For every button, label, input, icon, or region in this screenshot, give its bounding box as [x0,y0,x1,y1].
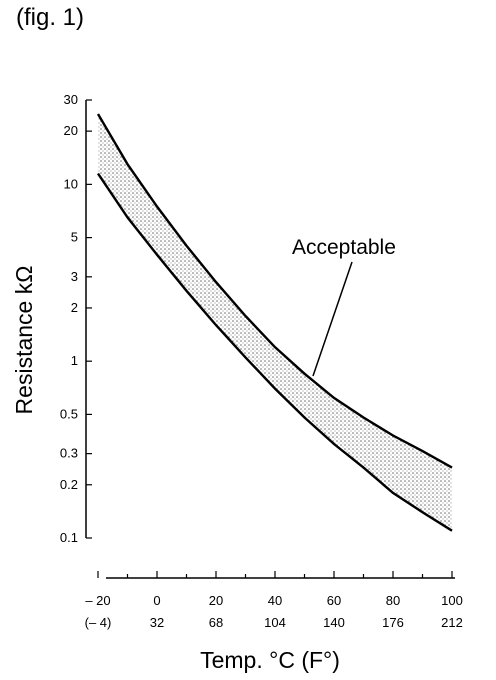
x-tick-label-fahrenheit: 68 [209,615,223,630]
y-tick-label: 0.3 [60,446,78,461]
y-tick-label: 2 [71,300,78,315]
lower-limit-curve [97,172,453,532]
y-tick-label: 0.2 [60,477,78,492]
acceptable-band [98,114,452,531]
acceptable-leader-line [312,261,353,377]
y-tick-label: 30 [64,92,78,107]
acceptable-label: Acceptable [292,236,396,259]
x-axis-ticks: – 20 (– 4) 0 32 20 68 40 104 60 140 80 176 100 212 [85,571,463,630]
upper-limit-curve [96,113,453,469]
x-tick-label-fahrenheit: 104 [264,615,286,630]
x-tick-label-celsius: 0 [153,593,160,608]
x-tick-label-celsius: 100 [441,593,463,608]
curve-layer [96,113,453,532]
acceptable-band-layer [98,114,452,531]
x-tick-label-celsius: 80 [386,593,400,608]
y-tick-label: 3 [71,269,78,284]
y-tick-label: 20 [64,123,78,138]
x-tick-label-celsius: 60 [327,593,341,608]
x-tick-label-fahrenheit: 140 [323,615,345,630]
y-axis-ticks: 0.1 0.2 0.3 0.5 1 2 3 5 10 20 30 [60,92,92,545]
x-tick-label-fahrenheit: (– 4) [85,615,112,630]
y-tick-label: 5 [71,230,78,245]
x-tick-label-fahrenheit: 32 [150,615,164,630]
y-tick-label: 1 [71,353,78,368]
x-tick-label-fahrenheit: 176 [382,615,404,630]
y-tick-label: 10 [64,176,78,191]
y-tick-label: 0.1 [60,530,78,545]
y-axis-title: Resistance kΩ [11,266,37,415]
x-tick-label-fahrenheit: 212 [441,615,463,630]
x-tick-label-celsius: 20 [209,593,223,608]
y-tick-label: 0.5 [60,406,78,421]
x-tick-label-celsius: 40 [268,593,282,608]
x-tick-label-celsius: – 20 [85,593,110,608]
x-axis-title: Temp. °C (F°) [200,647,340,673]
figure-label: (fig. 1) [16,4,85,31]
